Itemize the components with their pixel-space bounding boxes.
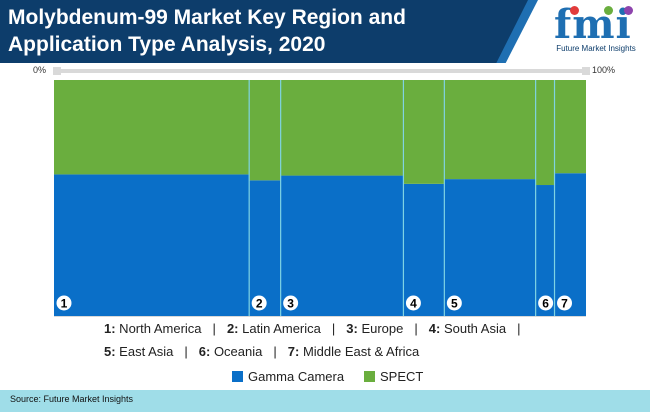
axis-label-left: 0%: [33, 65, 47, 75]
bar-spect-6: [535, 80, 555, 186]
region-key-number: 1:: [104, 321, 116, 336]
region-key-separator: |: [212, 321, 216, 336]
category-label-5: 5: [451, 297, 458, 311]
title-bar: [0, 0, 528, 63]
region-key-line-1: 1: North America | 2: Latin America | 3: Eur…: [104, 321, 532, 336]
bar-gamma-camera-7: [554, 173, 586, 316]
category-label-4: 4: [410, 297, 417, 311]
category-label-6: 6: [542, 297, 549, 311]
axis-label-right: 100%: [592, 65, 616, 75]
category-label-1: 1: [61, 297, 68, 311]
chart-title: Molybdenum-99 Market Key Region and Appl…: [8, 6, 406, 56]
category-label-7: 7: [561, 297, 568, 311]
region-key-number: 3:: [346, 321, 358, 336]
region-key-number: 4:: [428, 321, 441, 336]
logo-wordmark: fmi: [554, 1, 632, 48]
bar-spect-7: [554, 80, 586, 174]
bar-gamma-camera-3: [280, 175, 404, 316]
region-key-line-2: 5: East Asia | 6: Oceania | 7: Middle East &…: [104, 344, 419, 359]
category-marker-4: [405, 295, 421, 311]
axis-tick-right: [582, 67, 590, 75]
region-key-separator: |: [414, 321, 418, 336]
legend-label-gamma-camera: Gamma Camera: [248, 369, 345, 384]
bar-spect-5: [444, 80, 536, 180]
region-key-number: 2:: [226, 321, 239, 336]
header: Molybdenum-99 Market Key Region and Appl…: [0, 0, 650, 63]
category-label-2: 2: [256, 297, 263, 311]
category-marker-1: [56, 295, 72, 311]
region-key-name: Middle East & Africa: [299, 344, 420, 359]
legend-spect: SPECT: [364, 369, 423, 384]
fmi-logo: fmi Future Market Insights: [548, 1, 644, 60]
category-marker-7: [557, 295, 573, 311]
footer: Source: Future Market Insights: [0, 390, 650, 412]
region-key-name: North America: [115, 321, 202, 336]
bar-gamma-camera-1: [54, 174, 250, 316]
category-label-3: 3: [287, 297, 294, 311]
logo-subtitle: Future Market Insights: [556, 44, 636, 53]
region-key-name: South Asia: [440, 321, 507, 336]
bar-gamma-camera-4: [403, 183, 445, 316]
category-marker-2: [251, 295, 267, 311]
region-key-separator: |: [331, 321, 336, 336]
region-key-separator: |: [273, 344, 277, 359]
category-marker-6: [538, 295, 554, 311]
region-key-name: East Asia: [115, 344, 174, 359]
bar-spect-4: [403, 80, 445, 184]
region-key-name: Europe: [357, 321, 404, 336]
percent-axis-line: [57, 69, 587, 73]
region-key-separator: |: [517, 321, 521, 336]
bar-spect-1: [54, 80, 250, 175]
category-marker-5: [446, 295, 462, 311]
bar-spect-2: [249, 80, 281, 181]
bar-gamma-camera-5: [444, 179, 536, 316]
legend-swatch-spect: [364, 371, 375, 382]
source-note: Source: Future Market Insights: [10, 394, 134, 404]
region-key-name: Oceania: [210, 344, 263, 359]
region-key-number: 5:: [104, 344, 116, 359]
legend-gamma-camera: Gamma Camera: [232, 369, 344, 384]
bar-spect-3: [280, 80, 404, 176]
bar-gamma-camera-2: [249, 180, 281, 316]
logo-dot-green: [604, 6, 613, 15]
region-key-separator: |: [184, 344, 188, 359]
legend-label-spect: SPECT: [380, 369, 424, 384]
logo-dot-red: [570, 6, 579, 15]
region-key-number: 7:: [287, 344, 300, 359]
logo-dot-purple: [624, 6, 633, 15]
bar-gamma-camera-6: [535, 185, 555, 316]
region-key-name: Latin America: [238, 321, 321, 336]
region-key-number: 6:: [198, 344, 211, 359]
legend-swatch-gamma-camera: [232, 371, 243, 382]
category-marker-3: [283, 295, 299, 311]
